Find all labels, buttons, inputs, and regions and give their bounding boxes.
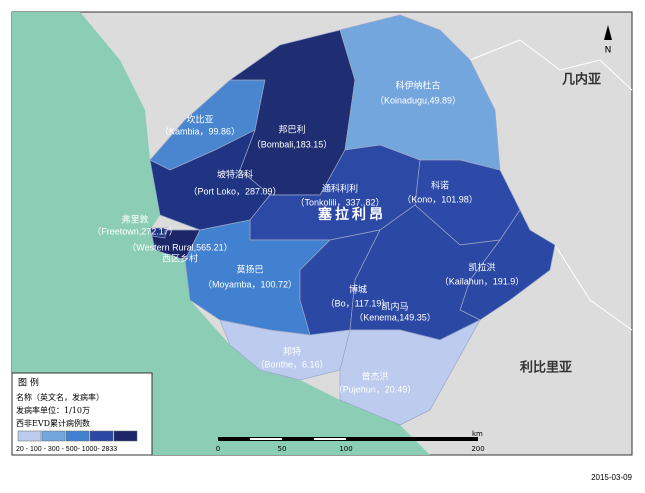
legend-swatch	[41, 430, 66, 442]
district-label: （Pujehun，20.49）	[334, 384, 417, 394]
district-label: （Bo，117.19）	[326, 298, 391, 308]
district-label: （Bombali,183.15）	[252, 139, 333, 149]
district-label: （Bonthe，6.16）	[255, 359, 328, 369]
scale-ticks: 0 50 100 200	[216, 445, 485, 453]
scale-bar	[250, 438, 282, 440]
legend-line: 西非EVD累计病例数	[16, 418, 90, 428]
district-label: （Kambia，99.86）	[160, 126, 240, 136]
district-label: （Moyamba，100.72）	[203, 279, 297, 289]
legend-swatch	[17, 430, 42, 442]
legend-line: 发病率单位：1/10万	[16, 405, 90, 415]
district-name: 坡特洛科	[217, 169, 253, 181]
scale-unit: km	[472, 430, 483, 438]
legend-line: 名称（英文名，发病率）	[16, 392, 104, 402]
district-name: 坎比亚	[186, 114, 213, 126]
legend-swatch	[89, 430, 114, 442]
districts: 坎比亚（Kambia，99.86） 邦巴利 （Bombali,183.15） 科伊纳杜…	[92, 14, 556, 426]
legend-title: 图 例	[18, 377, 39, 389]
district-name: 邦巴利	[278, 124, 305, 136]
date: 2015-03-09	[591, 473, 632, 482]
district-label: （Kenema,149.35）	[354, 312, 436, 322]
north-label: N	[605, 46, 612, 56]
district-name: 邦特	[283, 346, 301, 358]
legend-swatches	[17, 430, 138, 442]
country-label: 几内亚	[562, 72, 601, 88]
district-name: 通科利利	[322, 183, 358, 195]
scale-tick-label: 0	[216, 445, 220, 453]
country-label: 利比里亚	[520, 360, 572, 376]
legend-swatch	[113, 430, 138, 442]
district-name: 凯内马	[381, 301, 408, 313]
scale-tick-label: 200	[471, 445, 484, 453]
district-name: 弗里敦	[121, 214, 148, 226]
district	[149, 129, 271, 231]
district-label: （Koinadugu,49.89）	[375, 95, 461, 105]
scale-tick-label: 50	[278, 445, 287, 453]
district-name: 凯拉洪	[468, 262, 495, 274]
north-arrow	[604, 25, 612, 40]
border	[554, 244, 633, 331]
district-label: （Tonkolili，337.,82）	[295, 197, 384, 207]
district	[339, 319, 481, 426]
district-name: 博城	[349, 284, 367, 296]
scale-bar	[218, 437, 478, 441]
district-name: 科诺	[431, 180, 449, 192]
district-name: 莫扬巴	[236, 264, 263, 276]
legend-swatch	[65, 430, 90, 442]
border	[469, 39, 633, 91]
ocean	[12, 12, 430, 455]
legend	[11, 372, 153, 456]
district-label: （Kono，101.98）	[402, 194, 478, 204]
scale-tick-label: 100	[339, 445, 352, 453]
district-label: （Freetown,272.17）	[92, 226, 178, 236]
district-name: 普杰洪	[361, 371, 388, 383]
legend-scale: 20 - 100 - 300 - 500- 1000- 2833	[16, 446, 117, 453]
country-label: 塞拉利昂	[318, 206, 386, 223]
district-name: 西区乡村	[162, 253, 198, 265]
district-label: （Port Loko，287.09）	[188, 186, 281, 196]
scale-bar	[314, 438, 346, 440]
district-label: （Western Rural,565.21）	[127, 242, 232, 252]
district-name: 科伊纳杜古	[395, 80, 440, 92]
district-label: （Kailahun，191.9）	[440, 276, 525, 286]
